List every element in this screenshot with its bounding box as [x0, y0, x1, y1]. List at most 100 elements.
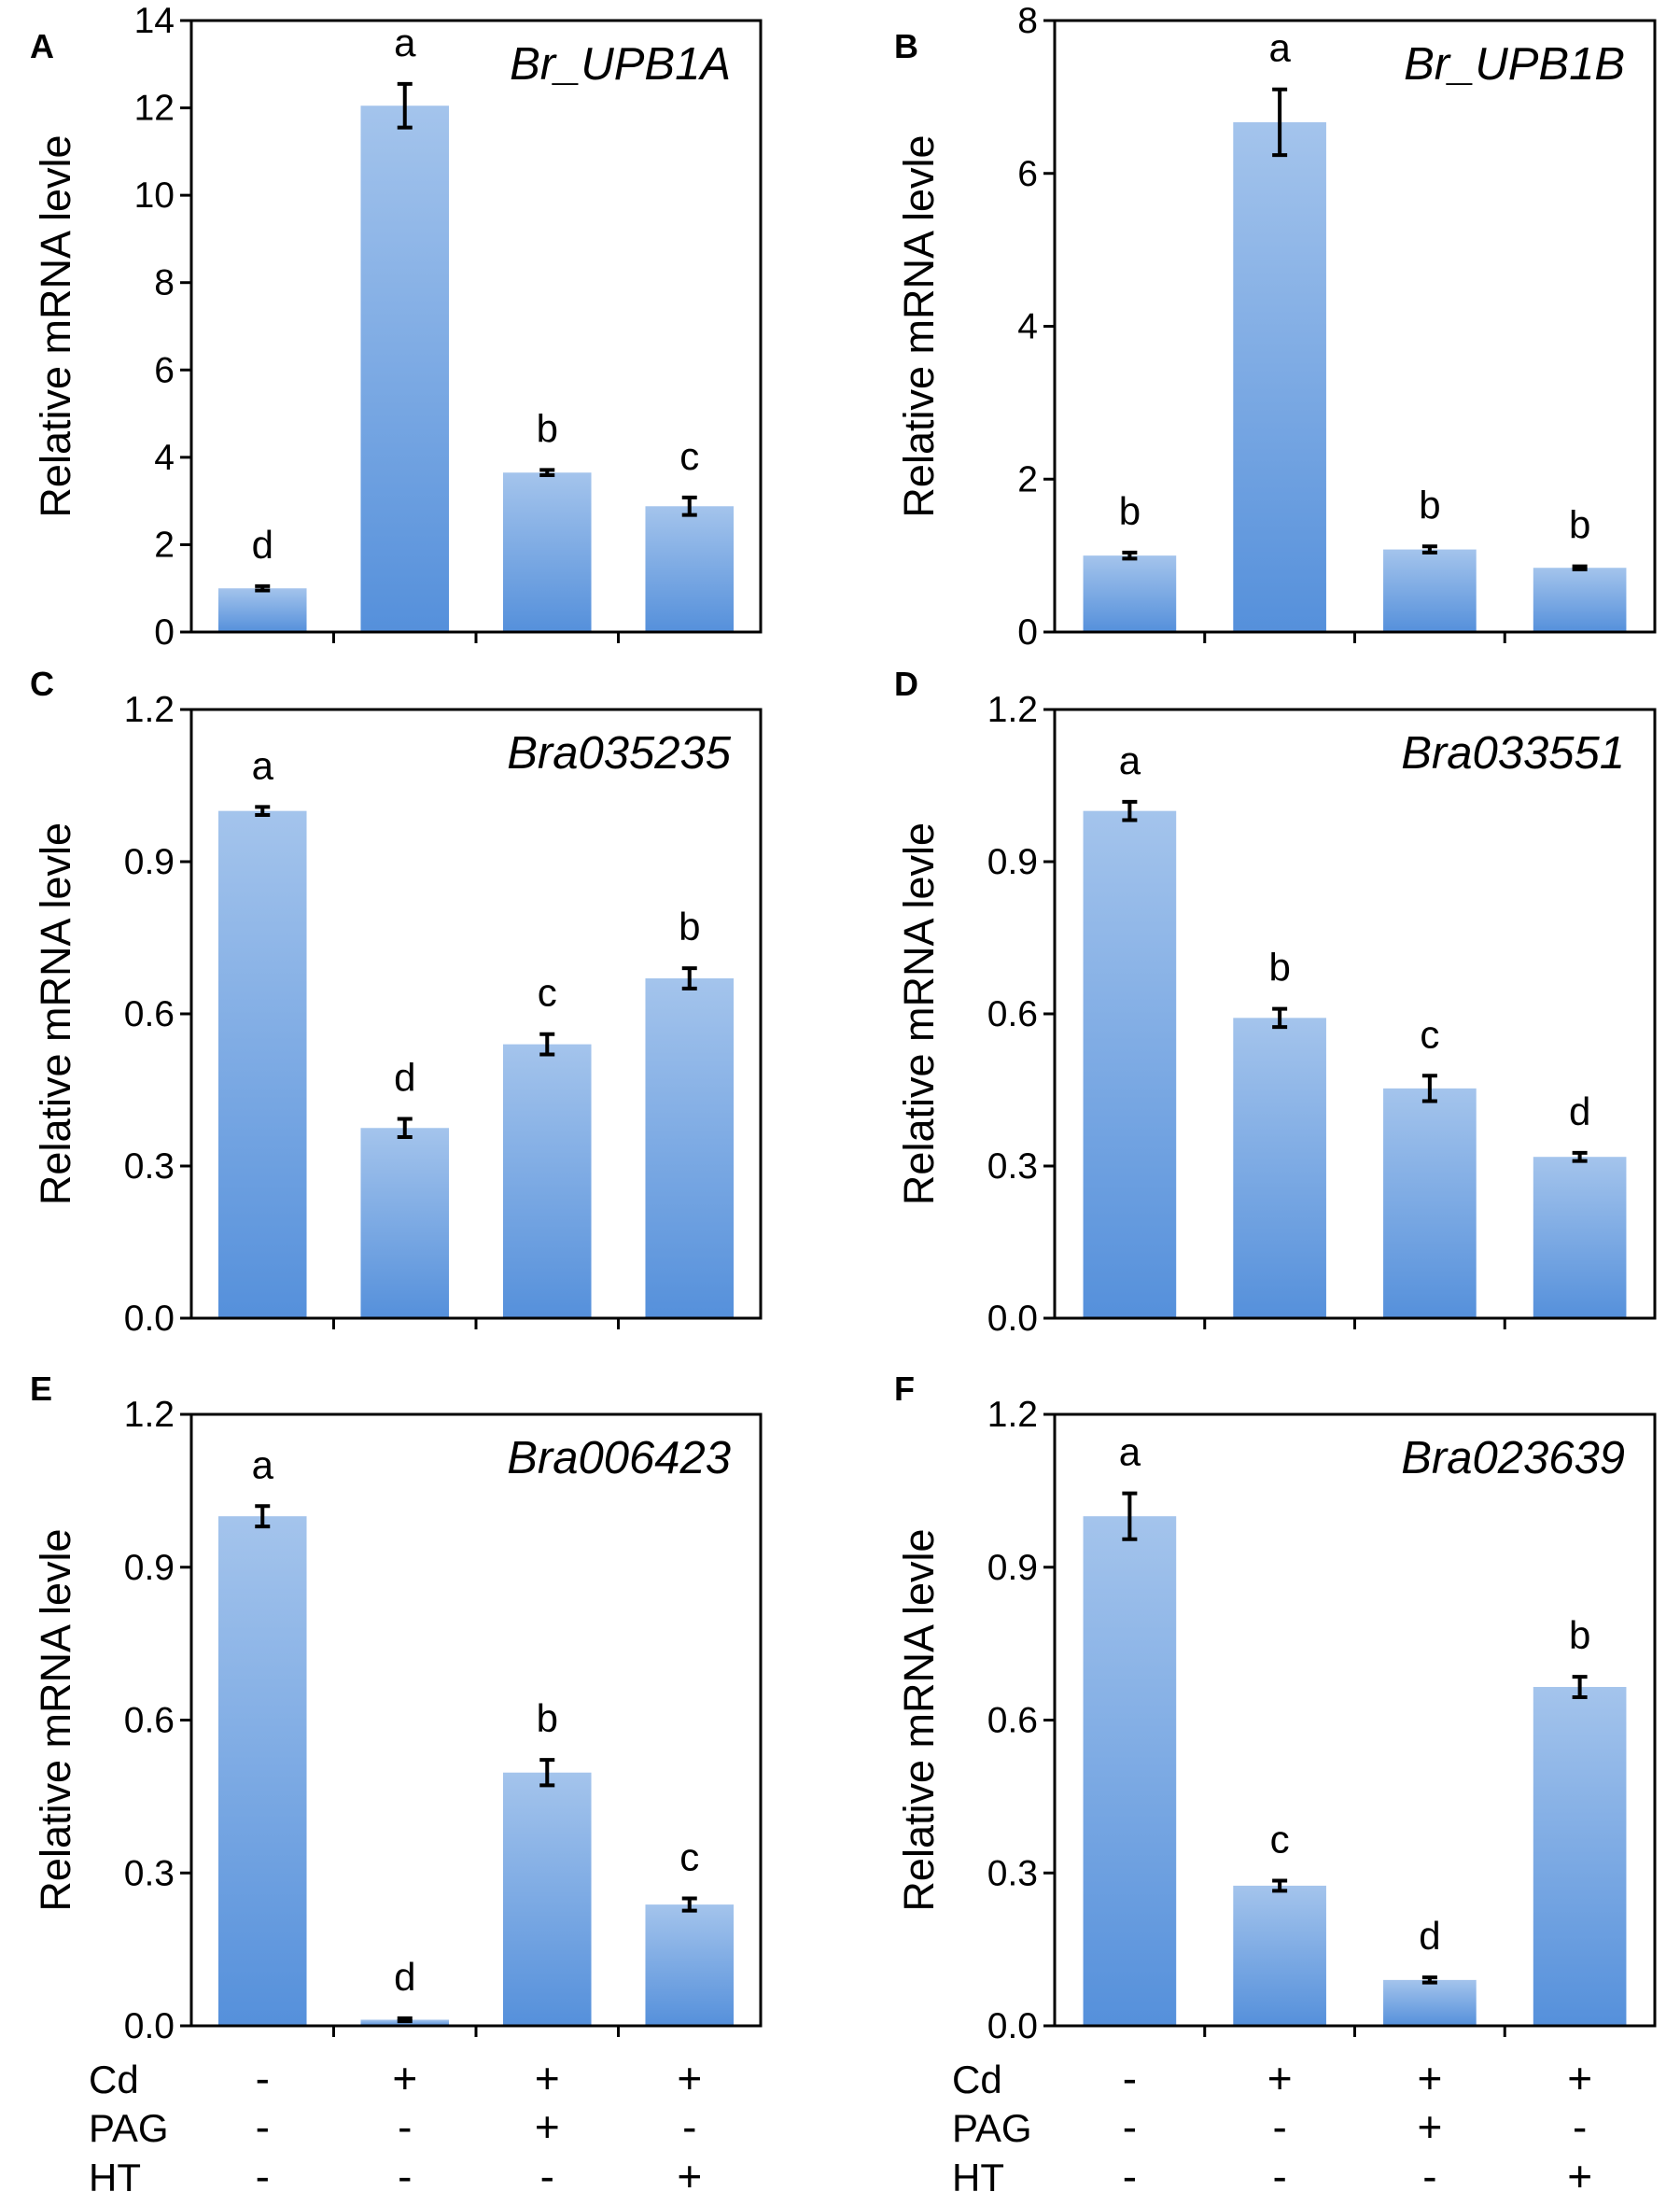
y-axis-label: Relative mRNA levle — [32, 822, 79, 1205]
treatment-sign: - — [398, 2102, 412, 2151]
y-tick-label: 0.6 — [124, 994, 175, 1034]
bar — [1383, 549, 1477, 632]
error-bar — [1421, 1074, 1437, 1103]
chart-title: Bra006423 — [507, 1433, 731, 1483]
y-tick-label: 14 — [134, 1, 175, 41]
error-bar — [1572, 1675, 1588, 1699]
treatment-sign: - — [1123, 2054, 1137, 2102]
treatment-label: HT — [952, 2156, 1004, 2199]
bar — [360, 105, 450, 633]
panel-letter: B — [894, 27, 918, 65]
significance-letter: b — [537, 406, 558, 450]
y-tick-label: 0.3 — [987, 1146, 1038, 1187]
treatment-sign: - — [1272, 2152, 1286, 2200]
y-tick-label: 0.6 — [987, 1701, 1038, 1741]
y-tick-label: 2 — [154, 525, 175, 565]
error-bar — [255, 805, 271, 818]
significance-letter: a — [1119, 1430, 1141, 1474]
chart-panel-c: a d c b 0.0 0.3 0.6 0.9 1.2 Relative mRNA levle Br… — [30, 665, 763, 1339]
error-bar — [397, 2016, 413, 2024]
treatment-sign: + — [535, 2102, 560, 2151]
significance-letter: a — [394, 21, 416, 64]
significance-letter: a — [252, 743, 274, 787]
error-bar — [1272, 1878, 1288, 1893]
chart-panel-f: a c d b 0.0 0.3 0.6 0.9 1.2 Relative mRNA levle Br… — [894, 1370, 1657, 2046]
y-tick-label: 2 — [1017, 459, 1038, 499]
treatment-sign: + — [1417, 2054, 1442, 2102]
y-axis-label: Relative mRNA levle — [895, 1528, 943, 1911]
bar — [217, 588, 307, 632]
treatment-table-e: Cd - + + +PAG - - + -HT - - - + — [89, 2054, 702, 2200]
treatment-sign: - — [256, 2054, 270, 2102]
chart-title: Br_UPB1B — [1404, 39, 1625, 90]
plot-frame — [1053, 19, 1657, 634]
bar — [502, 472, 592, 632]
panels: d a b c 0 2 4 6 8 10 12 14 Relative mRNA levle Br_UPB… — [30, 1, 1657, 2046]
chart-panel-a: d a b c 0 2 4 6 8 10 12 14 Relative mRNA levle Br_UPB… — [30, 1, 763, 653]
bar — [1233, 121, 1326, 633]
y-tick-label: 6 — [154, 350, 175, 390]
treatment-sign: + — [535, 2054, 560, 2102]
chart-title: Bra023639 — [1401, 1433, 1625, 1483]
bar — [217, 810, 307, 1318]
y-tick-label: 0.3 — [987, 1853, 1038, 1893]
significance-letter: b — [1419, 483, 1440, 527]
treatment-sign: - — [1272, 2102, 1286, 2151]
y-tick-label: 0.0 — [124, 1299, 175, 1339]
y-tick-label: 1.2 — [124, 1395, 175, 1435]
y-tick-label: 0 — [1017, 612, 1038, 653]
treatment-label: PAG — [952, 2106, 1032, 2150]
error-bar — [1272, 1006, 1288, 1030]
significance-letter: d — [1569, 1089, 1590, 1133]
error-bar — [539, 1758, 555, 1788]
panel-letter: D — [894, 665, 918, 703]
treatment-sign: - — [256, 2102, 270, 2151]
y-axis-label: Relative mRNA levle — [895, 134, 943, 517]
error-bar — [681, 966, 697, 991]
significance-letter: b — [1268, 946, 1290, 990]
bar — [1083, 555, 1177, 632]
y-tick-label: 6 — [1017, 154, 1038, 194]
significance-letter: c — [679, 1835, 699, 1879]
error-bar — [255, 583, 271, 593]
y-tick-label: 8 — [154, 263, 175, 303]
y-tick-label: 0.0 — [987, 2006, 1038, 2046]
y-tick-label: 0.0 — [987, 1299, 1038, 1339]
chart-title: Br_UPB1A — [510, 39, 731, 90]
y-tick-label: 0.9 — [987, 1548, 1038, 1588]
y-tick-label: 1.2 — [987, 690, 1038, 730]
significance-letter: c — [679, 434, 699, 478]
error-bar — [1122, 1491, 1138, 1541]
y-axis-label: Relative mRNA levle — [32, 134, 79, 517]
error-bar — [1122, 550, 1138, 561]
bar — [1533, 568, 1627, 632]
treatment-sign: - — [256, 2152, 270, 2200]
significance-letter: c — [1270, 1817, 1290, 1861]
y-tick-label: 1.2 — [987, 1395, 1038, 1435]
treatment-sign: + — [1567, 2054, 1592, 2102]
significance-letter: b — [1569, 503, 1590, 547]
significance-letter: d — [252, 523, 273, 567]
treatment-sign: + — [677, 2152, 702, 2200]
panel-letter: E — [30, 1370, 52, 1408]
significance-letter: a — [1268, 26, 1291, 70]
y-tick-label: 4 — [154, 438, 175, 478]
panel-letter: C — [30, 665, 54, 703]
treatment-sign: + — [1417, 2102, 1442, 2151]
treatment-label: PAG — [89, 2106, 169, 2150]
y-tick-label: 10 — [134, 176, 175, 216]
error-bar — [1122, 799, 1138, 822]
error-bar — [255, 1504, 271, 1529]
y-tick-label: 8 — [1017, 1, 1038, 41]
bar — [1383, 1088, 1477, 1318]
error-bar — [681, 1896, 697, 1913]
bar — [1083, 810, 1177, 1318]
treatment-sign: - — [1123, 2102, 1137, 2151]
panel-letter: A — [30, 27, 54, 65]
error-bar — [397, 81, 413, 130]
chart-title: Bra035235 — [507, 728, 732, 779]
treatment-table-f: Cd - + + +PAG - - + -HT - - - + — [952, 2054, 1592, 2200]
treatment-sign: + — [1267, 2054, 1293, 2102]
chart-title: Bra033551 — [1401, 728, 1625, 779]
